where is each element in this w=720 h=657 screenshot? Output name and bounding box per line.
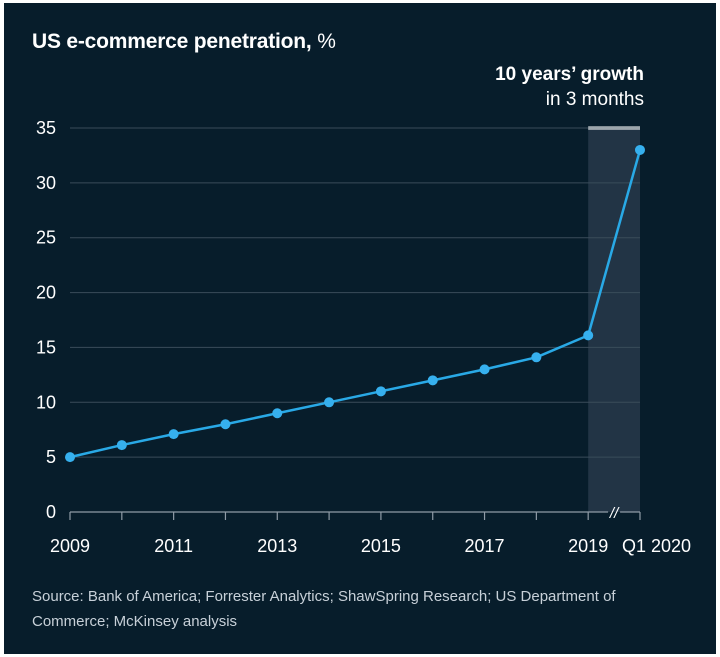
- data-point: [220, 419, 231, 430]
- y-tick-label: 25: [36, 228, 56, 248]
- title-text: US e-commerce penetration,: [32, 30, 312, 53]
- series-line: [69, 149, 642, 459]
- chart-title: US e-commerce penetration, %: [32, 30, 336, 54]
- growth-annotation: 10 years’ growth in 3 months: [495, 62, 644, 112]
- annotation-subline: in 3 months: [545, 89, 644, 110]
- x-tick-label: 2013: [257, 536, 297, 556]
- y-tick-label: 10: [36, 392, 56, 412]
- data-point: [375, 386, 386, 397]
- annotation-headline: 10 years’ growth: [495, 64, 644, 85]
- x-tick-label: 2017: [465, 536, 505, 556]
- data-point: [427, 375, 438, 386]
- data-point: [272, 408, 283, 419]
- data-point: [168, 429, 179, 440]
- highlight-band: [588, 128, 640, 512]
- x-tick-label: 2011: [154, 536, 193, 556]
- data-point: [479, 364, 490, 375]
- title-unit: %: [317, 30, 336, 53]
- x-tick-label: 2009: [50, 536, 90, 556]
- y-tick-label: 0: [46, 502, 56, 522]
- data-point: [531, 352, 542, 363]
- source-note: Source: Bank of America; Forrester Analy…: [32, 588, 616, 630]
- y-tick-label: 30: [36, 173, 56, 193]
- y-tick-label: 20: [36, 283, 56, 303]
- x-tick-label: 2019: [568, 536, 608, 556]
- y-tick-label: 15: [36, 337, 56, 357]
- x-tick-label: Q1 2020: [622, 536, 691, 556]
- data-point: [635, 144, 645, 155]
- axis-break-mark: //: [609, 505, 620, 522]
- data-point: [65, 452, 75, 463]
- data-point: [116, 440, 127, 451]
- x-tick-label: 2015: [361, 536, 401, 556]
- y-tick-label: 5: [46, 447, 56, 467]
- y-tick-label: 35: [36, 118, 56, 138]
- data-point: [583, 330, 594, 341]
- data-point: [324, 397, 335, 408]
